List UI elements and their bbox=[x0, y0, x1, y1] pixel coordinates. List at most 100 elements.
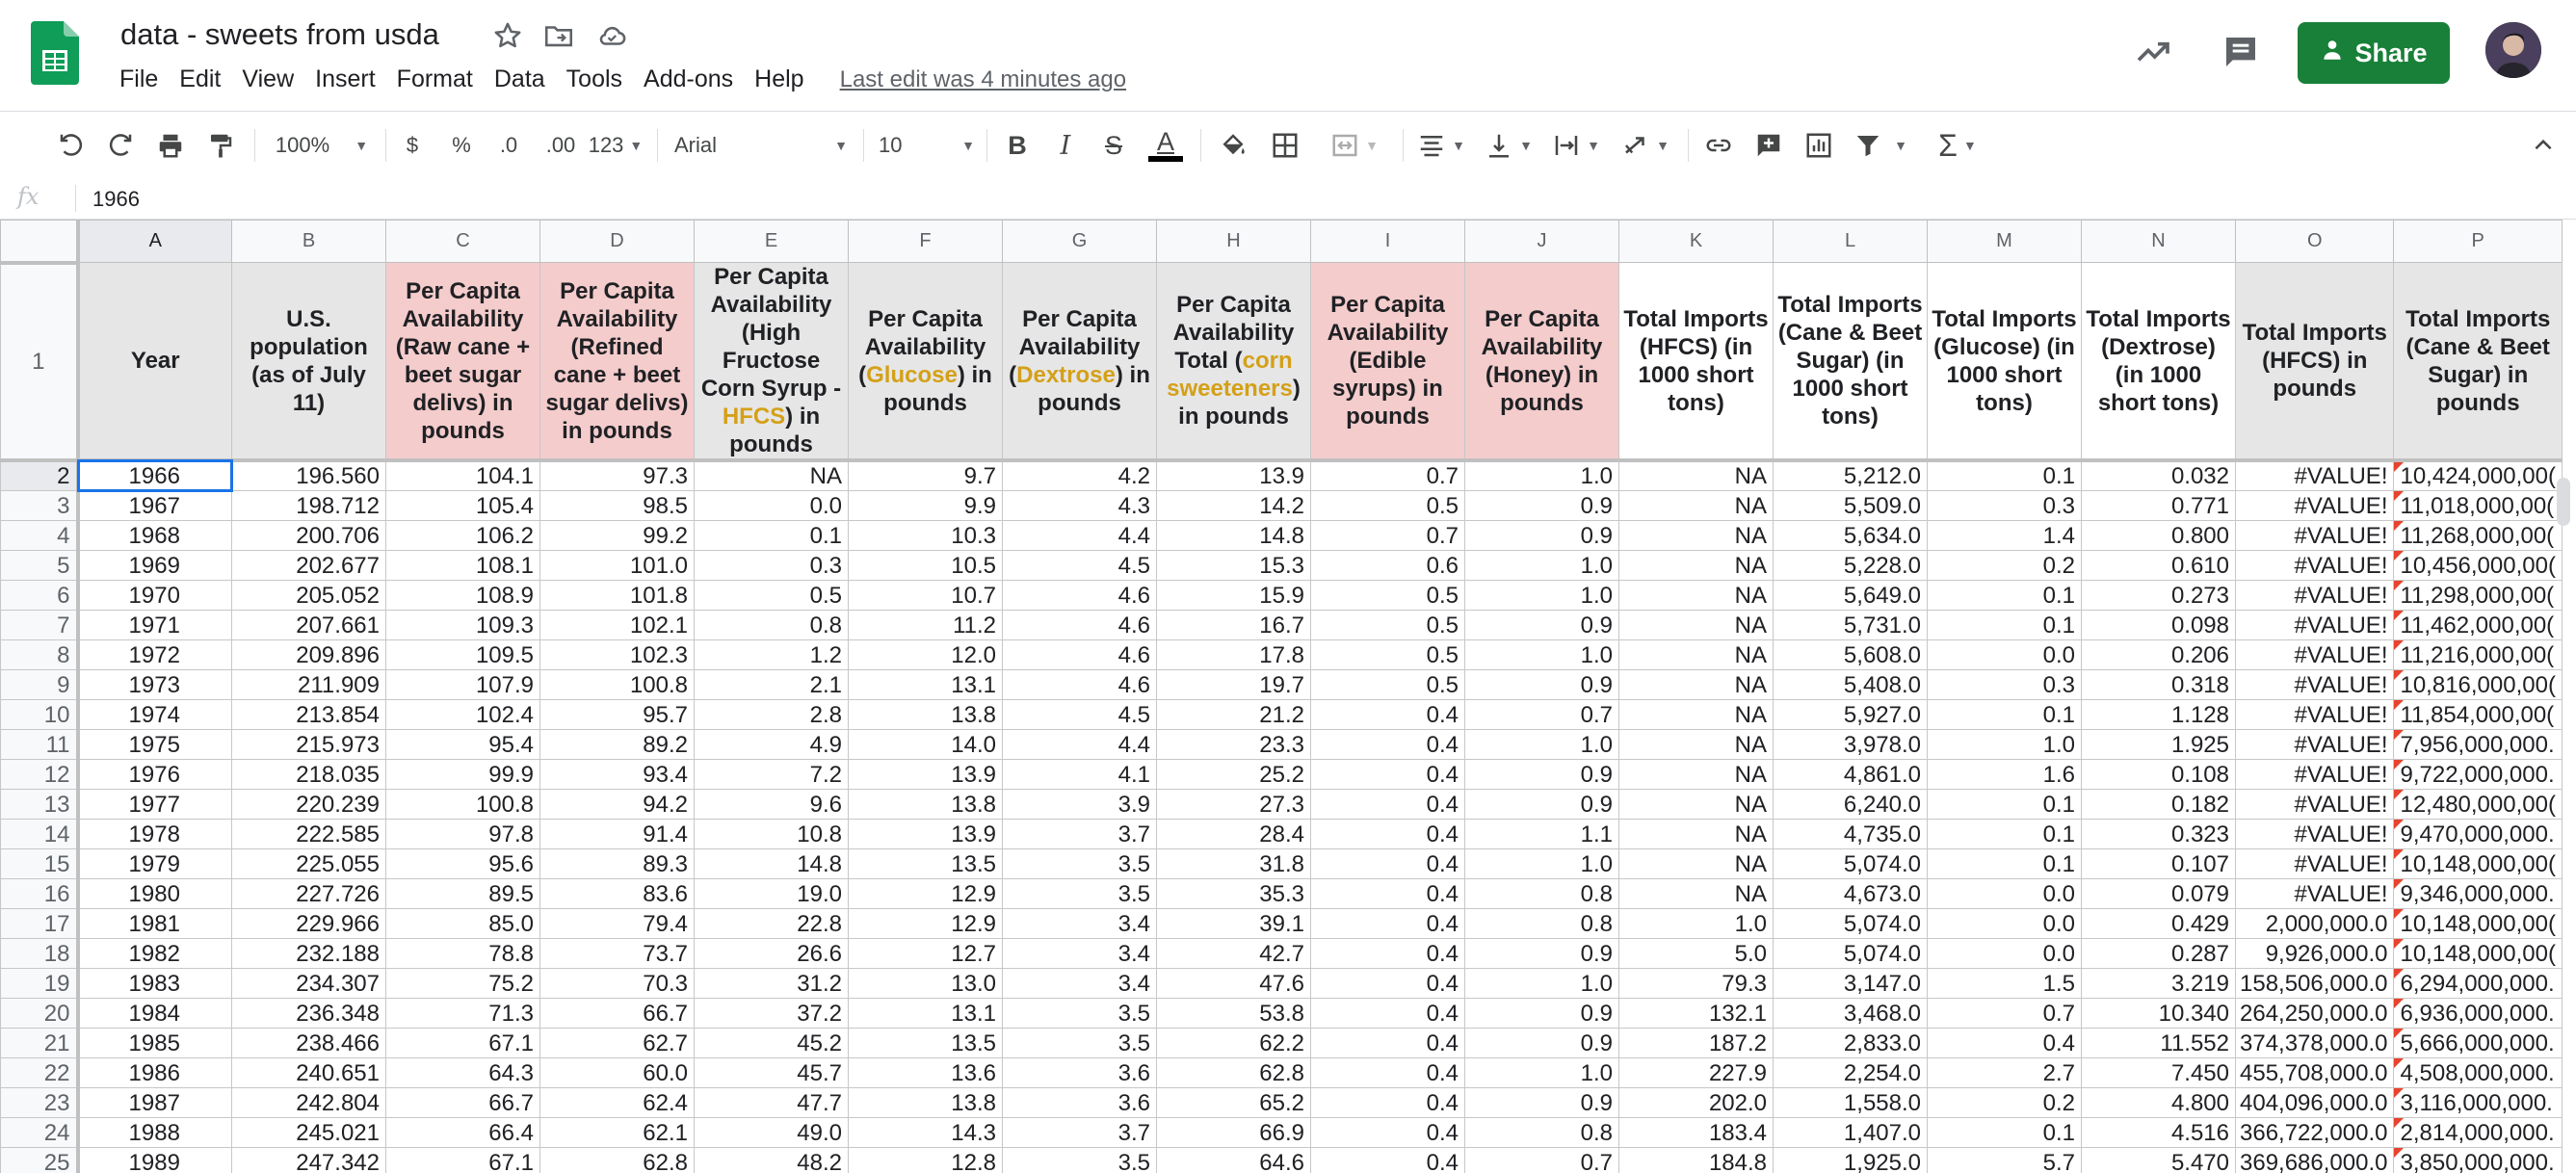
cell-l24[interactable]: 1,407.0 bbox=[1773, 1117, 1928, 1148]
cell-n14[interactable]: 0.323 bbox=[2081, 819, 2236, 849]
cell-a18[interactable]: 1982 bbox=[77, 938, 232, 969]
column-header-m[interactable]: M bbox=[1927, 220, 2082, 263]
cell-c11[interactable]: 95.4 bbox=[385, 729, 540, 760]
cell-f13[interactable]: 13.8 bbox=[848, 789, 1003, 820]
cell-i23[interactable]: 0.4 bbox=[1310, 1087, 1465, 1118]
cell-n8[interactable]: 0.206 bbox=[2081, 639, 2236, 670]
cell-p16[interactable]: 9,346,000,000. bbox=[2393, 878, 2563, 909]
cell-p8[interactable]: 11,216,000,00( bbox=[2393, 639, 2563, 670]
user-avatar[interactable] bbox=[2485, 22, 2541, 78]
cell-f12[interactable]: 13.9 bbox=[848, 759, 1003, 790]
cell-n18[interactable]: 0.287 bbox=[2081, 938, 2236, 969]
cell-m3[interactable]: 0.3 bbox=[1927, 490, 2082, 521]
cell-c15[interactable]: 95.6 bbox=[385, 848, 540, 879]
font-family-select[interactable]: Arial ▼ bbox=[674, 112, 848, 179]
cell-f3[interactable]: 9.9 bbox=[848, 490, 1003, 521]
cell-l20[interactable]: 3,468.0 bbox=[1773, 998, 1928, 1029]
cell-a17[interactable]: 1981 bbox=[77, 908, 232, 939]
row-number[interactable]: 19 bbox=[0, 968, 80, 999]
cell-m20[interactable]: 0.7 bbox=[1927, 998, 2082, 1029]
header-cell[interactable]: Total Imports (HFCS) in pounds bbox=[2234, 262, 2395, 462]
row-number[interactable]: 4 bbox=[0, 520, 80, 551]
cell-e25[interactable]: 48.2 bbox=[694, 1147, 849, 1173]
cell-e7[interactable]: 0.8 bbox=[694, 610, 849, 640]
header-cell[interactable]: Per Capita Availability (High Fructose C… bbox=[694, 262, 849, 462]
cell-f19[interactable]: 13.0 bbox=[848, 968, 1003, 999]
cell-f14[interactable]: 13.9 bbox=[848, 819, 1003, 849]
cell-j23[interactable]: 0.9 bbox=[1464, 1087, 1619, 1118]
header-cell[interactable]: Per Capita Availability (Dextrose) in po… bbox=[1002, 262, 1157, 462]
cell-j6[interactable]: 1.0 bbox=[1464, 580, 1619, 611]
cell-o12[interactable]: #VALUE! bbox=[2234, 759, 2395, 790]
cell-l25[interactable]: 1,925.0 bbox=[1773, 1147, 1928, 1173]
cell-f18[interactable]: 12.7 bbox=[848, 938, 1003, 969]
cell-j9[interactable]: 0.9 bbox=[1464, 669, 1619, 700]
cell-m17[interactable]: 0.0 bbox=[1927, 908, 2082, 939]
cell-g22[interactable]: 3.6 bbox=[1002, 1057, 1157, 1088]
cell-c8[interactable]: 109.5 bbox=[385, 639, 540, 670]
cell-m5[interactable]: 0.2 bbox=[1927, 550, 2082, 581]
cell-m10[interactable]: 0.1 bbox=[1927, 699, 2082, 730]
cell-n24[interactable]: 4.516 bbox=[2081, 1117, 2236, 1148]
cell-g2[interactable]: 4.2 bbox=[1002, 459, 1157, 491]
column-header-a[interactable]: A bbox=[77, 220, 232, 263]
cell-f25[interactable]: 12.8 bbox=[848, 1147, 1003, 1173]
cell-d19[interactable]: 70.3 bbox=[539, 968, 695, 999]
cell-k21[interactable]: 187.2 bbox=[1618, 1028, 1774, 1058]
paint-format-icon[interactable] bbox=[199, 112, 242, 179]
insert-link-icon[interactable] bbox=[1697, 112, 1740, 179]
cell-b3[interactable]: 198.712 bbox=[231, 490, 386, 521]
cell-d2[interactable]: 97.3 bbox=[539, 459, 695, 491]
cell-c21[interactable]: 67.1 bbox=[385, 1028, 540, 1058]
share-button[interactable]: Share bbox=[2298, 22, 2450, 84]
more-formats-button[interactable]: 123 ▼ bbox=[586, 112, 645, 179]
cell-g12[interactable]: 4.1 bbox=[1002, 759, 1157, 790]
italic-button[interactable]: I bbox=[1060, 130, 1071, 161]
cell-k23[interactable]: 202.0 bbox=[1618, 1087, 1774, 1118]
header-cell[interactable]: Per Capita Availability (Glucose) in pou… bbox=[848, 262, 1003, 462]
cell-m25[interactable]: 5.7 bbox=[1927, 1147, 2082, 1173]
cell-h20[interactable]: 53.8 bbox=[1156, 998, 1311, 1029]
comment-icon[interactable] bbox=[2220, 33, 2262, 71]
cell-j7[interactable]: 0.9 bbox=[1464, 610, 1619, 640]
cell-o13[interactable]: #VALUE! bbox=[2234, 789, 2395, 820]
fill-color-icon[interactable] bbox=[1212, 112, 1254, 179]
cell-g21[interactable]: 3.5 bbox=[1002, 1028, 1157, 1058]
column-header-e[interactable]: E bbox=[694, 220, 849, 263]
cell-c5[interactable]: 108.1 bbox=[385, 550, 540, 581]
cell-o16[interactable]: #VALUE! bbox=[2234, 878, 2395, 909]
cell-h16[interactable]: 35.3 bbox=[1156, 878, 1311, 909]
cell-e16[interactable]: 19.0 bbox=[694, 878, 849, 909]
cell-i7[interactable]: 0.5 bbox=[1310, 610, 1465, 640]
cell-o22[interactable]: 455,708,000.0 bbox=[2234, 1057, 2395, 1088]
cell-g9[interactable]: 4.6 bbox=[1002, 669, 1157, 700]
row-number[interactable]: 11 bbox=[0, 729, 80, 760]
cell-n5[interactable]: 0.610 bbox=[2081, 550, 2236, 581]
cell-o23[interactable]: 404,096,000.0 bbox=[2234, 1087, 2395, 1118]
cell-a10[interactable]: 1974 bbox=[77, 699, 232, 730]
cell-g4[interactable]: 4.4 bbox=[1002, 520, 1157, 551]
cell-n25[interactable]: 5.470 bbox=[2081, 1147, 2236, 1173]
cell-n22[interactable]: 7.450 bbox=[2081, 1057, 2236, 1088]
cell-l23[interactable]: 1,558.0 bbox=[1773, 1087, 1928, 1118]
cell-m19[interactable]: 1.5 bbox=[1927, 968, 2082, 999]
cell-c10[interactable]: 102.4 bbox=[385, 699, 540, 730]
cell-a11[interactable]: 1975 bbox=[77, 729, 232, 760]
cell-p6[interactable]: 11,298,000,00( bbox=[2393, 580, 2563, 611]
cell-d12[interactable]: 93.4 bbox=[539, 759, 695, 790]
zoom-select[interactable]: 100% ▼ bbox=[270, 112, 374, 179]
cell-n17[interactable]: 0.429 bbox=[2081, 908, 2236, 939]
header-cell[interactable]: Per Capita Availability (Edible syrups) … bbox=[1310, 262, 1465, 462]
cell-j8[interactable]: 1.0 bbox=[1464, 639, 1619, 670]
cell-p5[interactable]: 10,456,000,00( bbox=[2393, 550, 2563, 581]
cell-m4[interactable]: 1.4 bbox=[1927, 520, 2082, 551]
cell-j20[interactable]: 0.9 bbox=[1464, 998, 1619, 1029]
cell-e2[interactable]: NA bbox=[694, 459, 849, 491]
row-number[interactable]: 10 bbox=[0, 699, 80, 730]
cell-l9[interactable]: 5,408.0 bbox=[1773, 669, 1928, 700]
cell-g24[interactable]: 3.7 bbox=[1002, 1117, 1157, 1148]
cell-j21[interactable]: 0.9 bbox=[1464, 1028, 1619, 1058]
cell-b25[interactable]: 247.342 bbox=[231, 1147, 386, 1173]
cell-o24[interactable]: 366,722,000.0 bbox=[2234, 1117, 2395, 1148]
menu-insert[interactable]: Insert bbox=[315, 65, 376, 92]
